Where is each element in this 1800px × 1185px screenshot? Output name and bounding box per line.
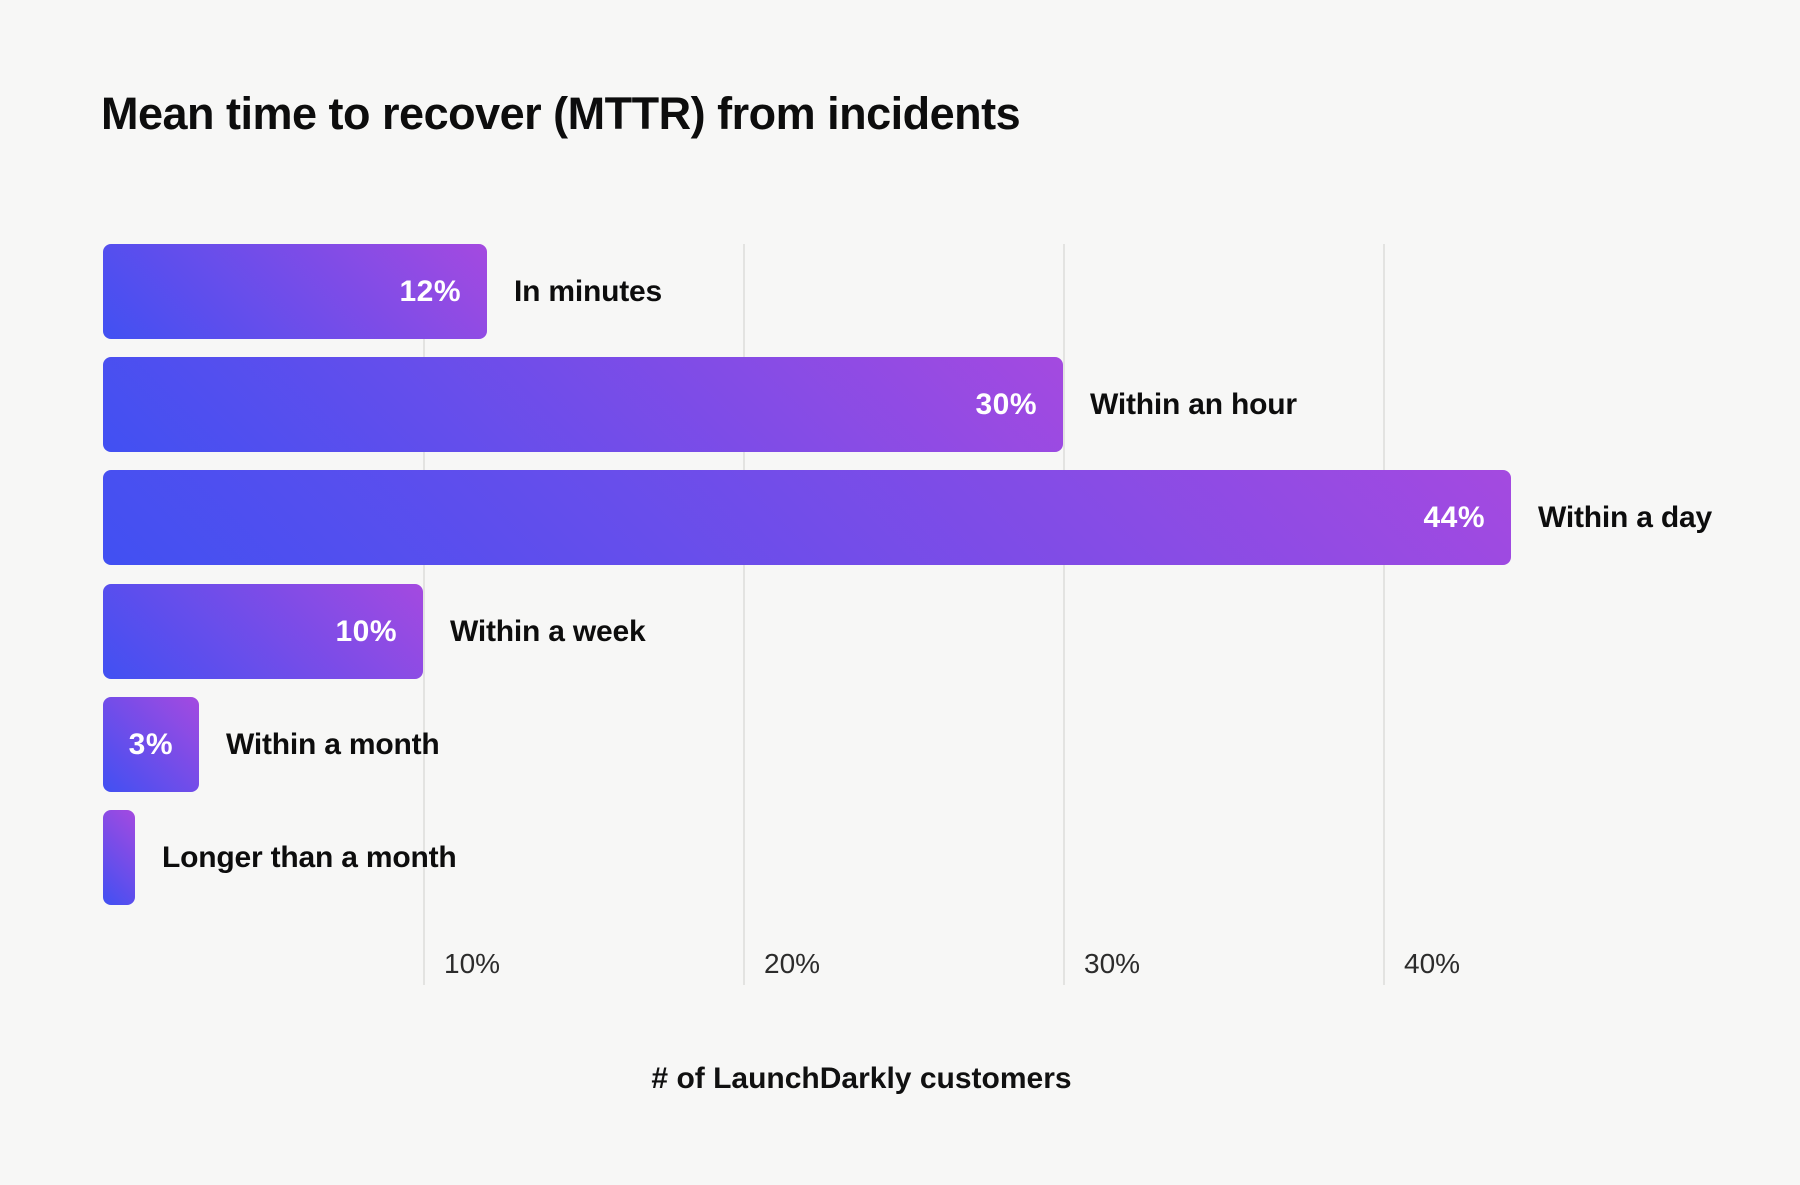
category-label: Within an hour bbox=[1090, 387, 1297, 421]
category-label: Within a month bbox=[226, 727, 440, 761]
bar-row: 3% Within a month bbox=[103, 697, 440, 792]
x-axis-title: # of LaunchDarkly customers bbox=[651, 1062, 1072, 1095]
chart-title: Mean time to recover (MTTR) from inciden… bbox=[101, 88, 1021, 139]
category-label: Within a week bbox=[450, 614, 646, 648]
x-tick-label: 30% bbox=[1084, 948, 1141, 979]
bar-value-label: 12% bbox=[399, 274, 461, 308]
bar-in-minutes: 12% bbox=[103, 244, 487, 339]
bar-longer-than-a-month bbox=[103, 810, 135, 905]
bar-within-a-day: 44% bbox=[103, 470, 1511, 565]
bar-row: 44% Within a day bbox=[103, 470, 1712, 565]
x-tick-label: 10% bbox=[444, 948, 501, 979]
gridline bbox=[743, 244, 745, 985]
bar-value-label: 3% bbox=[128, 727, 173, 761]
bar-value-label: 44% bbox=[1423, 500, 1485, 534]
bar-within-a-month: 3% bbox=[103, 697, 199, 792]
x-tick-label: 40% bbox=[1404, 948, 1461, 979]
bar-value-label: 10% bbox=[335, 614, 397, 648]
gridline bbox=[1063, 244, 1065, 985]
bar-row: 12% In minutes bbox=[103, 244, 662, 339]
category-label: Longer than a month bbox=[162, 840, 457, 874]
bar-within-an-hour: 30% bbox=[103, 357, 1063, 452]
bar-within-a-week: 10% bbox=[103, 584, 423, 679]
bar-row: Longer than a month bbox=[103, 810, 457, 905]
bar-row: 30% Within an hour bbox=[103, 357, 1297, 452]
gridline bbox=[1383, 244, 1385, 985]
category-label: Within a day bbox=[1538, 500, 1713, 534]
category-label: In minutes bbox=[514, 274, 663, 308]
x-tick-label: 20% bbox=[764, 948, 821, 979]
bar-row: 10% Within a week bbox=[103, 584, 646, 679]
gridline bbox=[423, 244, 425, 985]
bar-value-label: 30% bbox=[975, 387, 1037, 421]
